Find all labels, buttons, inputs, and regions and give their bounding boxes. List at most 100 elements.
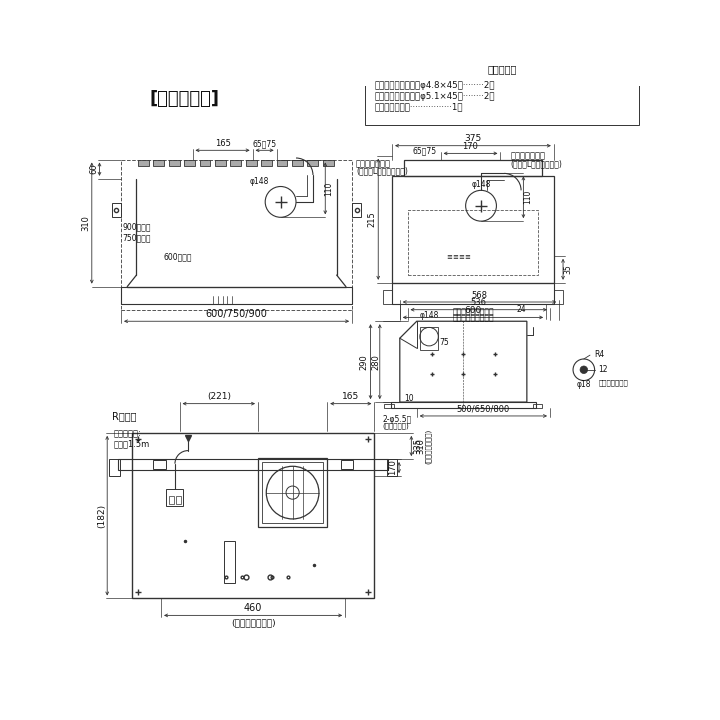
Text: 65、75: 65、75	[413, 147, 436, 156]
Text: ≡: ≡	[464, 254, 470, 260]
Text: 110: 110	[325, 181, 333, 196]
Bar	[153, 460, 166, 469]
Text: R4: R4	[595, 350, 605, 359]
Bar	[118, 459, 388, 470]
Bar	[109, 459, 120, 476]
Text: 12: 12	[598, 365, 608, 374]
Text: (別売品L形ダクト使用): (別売品L形ダクト使用)	[356, 166, 408, 176]
Text: (背面取付用): (背面取付用)	[383, 423, 410, 429]
Bar	[420, 328, 438, 350]
Text: (吊りボルト位置): (吊りボルト位置)	[425, 428, 431, 464]
Bar	[224, 541, 235, 583]
Text: 600の場合: 600の場合	[163, 253, 192, 261]
Text: φ148: φ148	[249, 176, 269, 186]
Text: φ148: φ148	[472, 180, 491, 189]
Bar	[261, 161, 272, 166]
Text: 165: 165	[342, 392, 359, 401]
Bar	[138, 161, 149, 166]
Text: 後方排気の場合: 後方排気の場合	[510, 151, 545, 160]
Text: φ148: φ148	[419, 310, 438, 320]
Text: 750の場合: 750の場合	[122, 233, 151, 242]
Text: 280: 280	[372, 354, 380, 369]
Text: 900の場合: 900の場合	[122, 222, 151, 232]
Text: 600/750/900: 600/750/900	[206, 309, 268, 319]
Text: (182): (182)	[97, 503, 107, 528]
Text: 24: 24	[517, 305, 526, 314]
Bar	[387, 459, 397, 476]
Bar	[276, 161, 287, 166]
Bar	[184, 161, 195, 166]
Bar	[352, 203, 361, 217]
Text: 310: 310	[81, 215, 90, 231]
Text: 165: 165	[215, 139, 230, 148]
Text: 290: 290	[360, 354, 369, 369]
Text: 65、75: 65、75	[253, 139, 276, 148]
Text: 60: 60	[89, 164, 99, 174]
Circle shape	[580, 366, 588, 374]
Bar	[323, 161, 333, 166]
Bar	[307, 161, 318, 166]
Text: 2-φ5.5穴: 2-φ5.5穴	[383, 415, 412, 423]
Text: φ18: φ18	[577, 380, 591, 389]
Bar	[230, 161, 241, 166]
Bar	[365, 63, 639, 125]
Text: Rタイプ: Rタイプ	[112, 411, 136, 421]
Bar	[112, 203, 121, 217]
Text: 側方排気の場合: 側方排気の場合	[356, 159, 391, 168]
Text: (別売品L形ダクト使用): (別売品L形ダクト使用)	[510, 159, 562, 168]
Text: 本体取付穴詳細: 本体取付穴詳細	[598, 379, 629, 386]
Text: 170: 170	[462, 142, 479, 151]
Text: 座付ねじシルバー（φ4.8×45）‧‧‧‧‧‧‧‧2本: 座付ねじシルバー（φ4.8×45）‧‧‧‧‧‧‧‧2本	[374, 81, 495, 90]
Bar	[168, 161, 179, 166]
Bar	[153, 161, 164, 166]
Bar	[404, 160, 542, 176]
Text: 座付ねじブラック（φ5.1×45）‧‧‧‧‧‧‧‧2本: 座付ねじブラック（φ5.1×45）‧‧‧‧‧‧‧‧2本	[374, 92, 495, 101]
Text: ≡: ≡	[446, 254, 451, 260]
Bar	[383, 289, 392, 304]
Bar	[384, 405, 394, 408]
Text: 500/650/800: 500/650/800	[456, 405, 510, 414]
Text: ≡: ≡	[452, 254, 458, 260]
Text: (221): (221)	[207, 392, 231, 401]
Text: [製品寸法図]: [製品寸法図]	[150, 91, 220, 109]
Text: 35: 35	[563, 264, 572, 274]
Bar	[292, 161, 303, 166]
Text: 215: 215	[368, 212, 377, 227]
Bar	[215, 161, 226, 166]
Text: 375: 375	[464, 135, 482, 143]
Text: (吹りボルト位置): (吹りボルト位置)	[231, 618, 276, 628]
Bar	[392, 283, 554, 304]
Text: 付　属　品: 付 属 品	[487, 65, 516, 74]
Bar	[554, 289, 563, 304]
Text: ≡: ≡	[458, 254, 464, 260]
Text: 536: 536	[471, 298, 487, 307]
Bar	[533, 405, 542, 408]
Text: 110: 110	[523, 190, 532, 204]
Bar	[262, 462, 323, 523]
Text: 75: 75	[440, 338, 449, 347]
Text: 460: 460	[244, 603, 262, 613]
Bar	[408, 210, 539, 275]
Bar	[176, 496, 181, 504]
Text: 310: 310	[416, 438, 425, 454]
Bar	[392, 176, 554, 283]
Bar	[246, 161, 256, 166]
Bar	[341, 460, 353, 469]
Bar	[121, 160, 352, 310]
Text: ソフトテープ　‧‧‧‧‧‧‧‧‧‧‧‧‧‧‧‧1本: ソフトテープ ‧‧‧‧‧‧‧‧‧‧‧‧‧‧‧‧1本	[374, 103, 463, 112]
Text: フィルター下端まで: フィルター下端まで	[452, 314, 494, 323]
Text: 電源コード:
機外長1.5m: 電源コード: 機外長1.5m	[113, 429, 150, 449]
Bar	[121, 287, 352, 304]
Text: 568: 568	[472, 291, 487, 300]
Bar	[168, 496, 174, 504]
Text: フード本体下端から: フード本体下端から	[452, 307, 494, 317]
Text: 335: 335	[413, 438, 422, 454]
Text: 10: 10	[404, 394, 414, 402]
Bar	[132, 433, 374, 598]
Bar	[199, 161, 210, 166]
Bar	[166, 489, 184, 506]
Bar	[258, 458, 328, 527]
Text: 170: 170	[388, 459, 397, 475]
Bar	[390, 402, 536, 408]
Text: 600: 600	[464, 306, 482, 315]
